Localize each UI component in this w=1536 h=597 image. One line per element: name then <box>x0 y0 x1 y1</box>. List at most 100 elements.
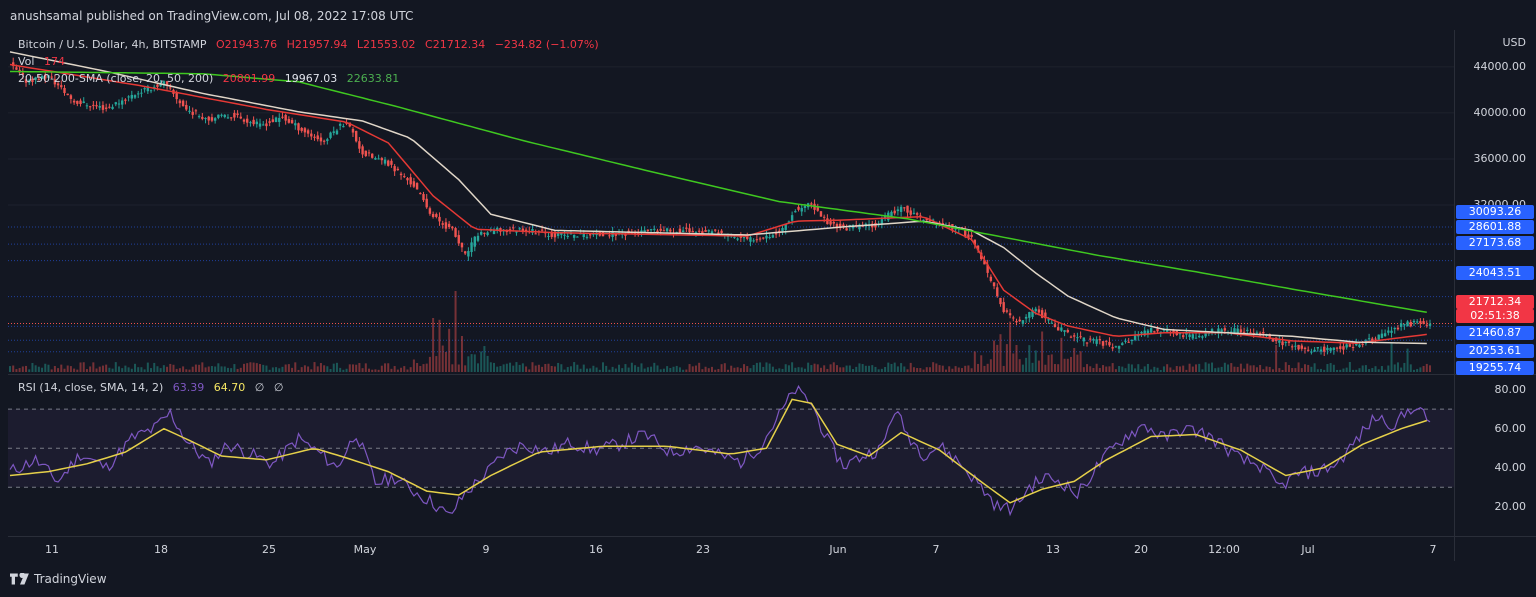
candle-body[interactable] <box>441 223 444 225</box>
candle-body[interactable] <box>832 221 835 224</box>
sma20-line[interactable] <box>9 63 1427 344</box>
candle-body[interactable] <box>435 214 438 217</box>
candle-body[interactable] <box>108 106 111 108</box>
candle-body[interactable] <box>704 230 707 232</box>
candle-body[interactable] <box>521 228 525 233</box>
candle-body[interactable] <box>220 114 223 116</box>
rsi-legend[interactable]: RSI (14, close, SMA, 14, 2) 63.39 64.70 … <box>18 381 289 394</box>
candle-body[interactable] <box>1345 344 1348 348</box>
candle-body[interactable] <box>518 228 521 230</box>
candle-body[interactable] <box>210 117 214 121</box>
candle-body[interactable] <box>691 230 694 233</box>
candle-body[interactable] <box>1383 333 1387 337</box>
candle-body[interactable] <box>893 210 896 214</box>
candle-body[interactable] <box>1422 321 1425 324</box>
candle-body[interactable] <box>688 228 691 233</box>
candle-body[interactable] <box>585 236 589 238</box>
candle-body[interactable] <box>1310 351 1313 353</box>
candle-body[interactable] <box>162 81 166 85</box>
candle-body[interactable] <box>1332 347 1336 351</box>
candle-body[interactable] <box>1124 340 1127 342</box>
candle-body[interactable] <box>1268 334 1271 339</box>
candle-body[interactable] <box>354 131 358 142</box>
candle-body[interactable] <box>1361 343 1364 345</box>
candle-body[interactable] <box>1204 331 1207 337</box>
candle-body[interactable] <box>1056 327 1060 331</box>
candle-body[interactable] <box>1233 328 1236 333</box>
candle-body[interactable] <box>1108 341 1111 346</box>
candle-body[interactable] <box>1377 334 1380 340</box>
candle-body[interactable] <box>1399 323 1403 327</box>
candle-body[interactable] <box>608 235 611 237</box>
candle-body[interactable] <box>492 230 496 235</box>
candle-body[interactable] <box>637 232 640 234</box>
candle-body[interactable] <box>390 160 393 165</box>
candle-body[interactable] <box>1188 334 1191 338</box>
candle-body[interactable] <box>451 226 454 229</box>
candle-body[interactable] <box>56 83 60 86</box>
candle-body[interactable] <box>473 236 476 247</box>
candle-body[interactable] <box>306 130 310 134</box>
candle-body[interactable] <box>117 103 121 105</box>
symbol-legend[interactable]: Bitcoin / U.S. Dollar, 4h, BITSTAMP O219… <box>18 38 605 51</box>
candle-body[interactable] <box>1117 346 1121 349</box>
candle-body[interactable] <box>95 105 98 107</box>
candle-body[interactable] <box>540 229 544 231</box>
candle-body[interactable] <box>1303 347 1307 349</box>
candle-body[interactable] <box>1297 344 1300 350</box>
candle-body[interactable] <box>1002 302 1005 313</box>
candle-body[interactable] <box>1194 337 1198 339</box>
candle-body[interactable] <box>483 232 486 234</box>
candle-body[interactable] <box>752 240 755 242</box>
candle-body[interactable] <box>707 230 710 232</box>
candle-body[interactable] <box>925 218 928 221</box>
candle-body[interactable] <box>829 221 832 225</box>
candle-body[interactable] <box>1326 347 1329 351</box>
rsi-ma-line[interactable] <box>9 398 1428 504</box>
candle-body[interactable] <box>130 94 134 99</box>
candle-body[interactable] <box>496 227 499 231</box>
candle-body[interactable] <box>1066 330 1069 333</box>
candle-body[interactable] <box>12 62 15 66</box>
candle-body[interactable] <box>1053 324 1057 328</box>
candle-body[interactable] <box>15 67 18 70</box>
candle-body[interactable] <box>899 206 903 212</box>
candle-body[interactable] <box>896 209 900 212</box>
candle-body[interactable] <box>1239 329 1243 333</box>
candle-body[interactable] <box>1127 341 1130 343</box>
candle-body[interactable] <box>1130 340 1134 342</box>
candle-body[interactable] <box>303 128 307 133</box>
candle-body[interactable] <box>1005 310 1009 312</box>
candle-body[interactable] <box>486 232 489 236</box>
candle-body[interactable] <box>1098 339 1102 341</box>
candle-body[interactable] <box>40 75 44 79</box>
candle-body[interactable] <box>973 239 977 245</box>
candle-body[interactable] <box>24 79 28 83</box>
candle-body[interactable] <box>771 235 775 238</box>
candle-body[interactable] <box>419 193 422 195</box>
candle-body[interactable] <box>822 216 826 218</box>
candle-body[interactable] <box>1351 346 1355 348</box>
main-price-pane[interactable]: Bitcoin / U.S. Dollar, 4h, BITSTAMP O219… <box>8 30 1454 372</box>
candle-body[interactable] <box>69 95 73 99</box>
candle-body[interactable] <box>592 233 595 235</box>
candle-body[interactable] <box>643 230 646 233</box>
candle-body[interactable] <box>566 235 569 237</box>
candle-body[interactable] <box>185 105 188 110</box>
candle-body[interactable] <box>1181 335 1185 338</box>
candle-body[interactable] <box>88 106 92 108</box>
candle-body[interactable] <box>63 87 66 93</box>
candle-body[interactable] <box>781 227 784 232</box>
candle-body[interactable] <box>313 136 316 138</box>
candle-body[interactable] <box>66 93 69 96</box>
candle-body[interactable] <box>1300 345 1303 349</box>
candle-body[interactable] <box>678 228 682 234</box>
level-price-tag[interactable]: 19255.74 <box>1456 361 1534 375</box>
candle-body[interactable] <box>169 87 172 89</box>
candle-body[interactable] <box>669 229 672 232</box>
candle-body[interactable] <box>393 166 396 172</box>
candle-body[interactable] <box>364 150 368 157</box>
candle-body[interactable] <box>236 113 239 116</box>
tradingview-footer[interactable]: TradingView <box>10 572 107 586</box>
candle-body[interactable] <box>1034 308 1037 312</box>
